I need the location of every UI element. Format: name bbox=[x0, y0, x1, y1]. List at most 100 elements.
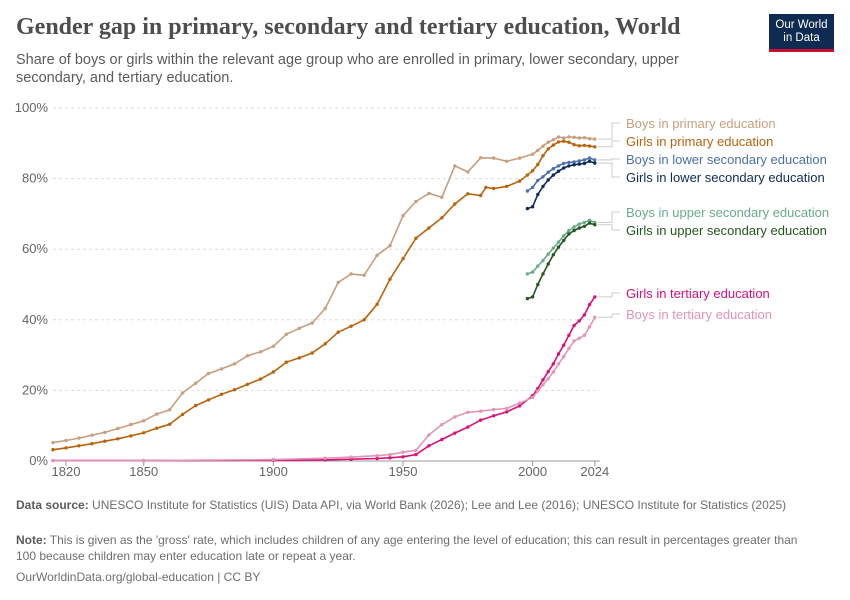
data-point bbox=[541, 175, 545, 179]
legend-connector bbox=[597, 122, 620, 140]
data-point bbox=[362, 318, 366, 322]
data-point bbox=[349, 272, 353, 276]
legend-label[interactable]: Boys in lower secondary education bbox=[626, 152, 827, 167]
data-point bbox=[232, 362, 237, 366]
series-line[interactable] bbox=[52, 140, 595, 451]
data-point bbox=[466, 170, 470, 174]
data-point bbox=[567, 164, 571, 168]
data-point bbox=[180, 412, 185, 417]
data-point bbox=[546, 252, 550, 256]
legend-label[interactable]: Girls in primary education bbox=[626, 134, 773, 149]
data-point bbox=[536, 162, 540, 167]
data-point bbox=[572, 135, 576, 139]
data-point bbox=[271, 457, 276, 462]
data-point bbox=[219, 367, 224, 371]
note-label: Note: bbox=[16, 533, 47, 547]
data-point bbox=[388, 456, 392, 460]
source-url-link[interactable]: OurWorldinData.org/global-education | CC… bbox=[16, 570, 261, 584]
data-point bbox=[453, 164, 457, 168]
axes: 0% 20% 40% 60% 80% 100% 1820 1850 1900 1950 2000 20… bbox=[15, 100, 610, 479]
data-point bbox=[525, 272, 530, 276]
data-point bbox=[323, 306, 327, 311]
data-point bbox=[551, 253, 555, 257]
data-point bbox=[180, 391, 185, 395]
data-point bbox=[577, 336, 581, 340]
data-point bbox=[567, 333, 571, 337]
data-point bbox=[572, 225, 576, 229]
data-point bbox=[492, 414, 496, 418]
data-point bbox=[525, 296, 530, 301]
data-point bbox=[577, 144, 581, 148]
data-point bbox=[572, 143, 576, 147]
data-point bbox=[567, 228, 571, 233]
data-point bbox=[323, 456, 327, 460]
data-point bbox=[440, 437, 444, 442]
data-point bbox=[155, 426, 159, 430]
data-point bbox=[572, 339, 576, 343]
data-point bbox=[546, 377, 550, 381]
data-point bbox=[556, 352, 561, 356]
data-point bbox=[530, 185, 535, 190]
data-point bbox=[562, 343, 566, 347]
data-point bbox=[582, 158, 587, 162]
data-point bbox=[517, 179, 522, 183]
legend-label[interactable]: Boys in primary education bbox=[626, 116, 776, 131]
data-point bbox=[562, 238, 566, 243]
data-point bbox=[362, 273, 366, 277]
data-point bbox=[587, 137, 592, 141]
data-point bbox=[556, 240, 561, 244]
data-point bbox=[466, 192, 470, 196]
data-point bbox=[551, 138, 555, 142]
data-point bbox=[536, 178, 540, 183]
data-point bbox=[562, 136, 566, 140]
series-line[interactable] bbox=[53, 296, 596, 462]
data-point bbox=[168, 408, 172, 412]
data-point bbox=[155, 412, 159, 416]
data-point bbox=[284, 332, 288, 336]
data-point bbox=[556, 245, 561, 249]
data-point bbox=[593, 137, 597, 141]
data-point bbox=[375, 454, 379, 458]
data-point bbox=[505, 410, 509, 414]
data-point bbox=[567, 135, 571, 139]
data-point bbox=[546, 140, 550, 144]
data-point bbox=[284, 360, 288, 364]
data-point bbox=[587, 221, 592, 225]
data-point bbox=[517, 401, 522, 405]
series-line[interactable] bbox=[53, 316, 596, 462]
legend-connector bbox=[597, 211, 620, 223]
legend-label[interactable]: Boys in upper secondary education bbox=[626, 205, 829, 220]
data-point bbox=[219, 392, 224, 396]
data-point bbox=[193, 381, 198, 385]
data-point bbox=[587, 156, 592, 160]
series-line[interactable] bbox=[527, 160, 596, 210]
data-point bbox=[414, 236, 418, 240]
data-point bbox=[541, 258, 545, 263]
legend-label[interactable]: Girls in upper secondary education bbox=[626, 223, 827, 238]
y-tick-label: 80% bbox=[22, 171, 48, 186]
data-point bbox=[587, 218, 592, 222]
legend-label[interactable]: Boys in tertiary education bbox=[626, 307, 772, 322]
data-point bbox=[530, 205, 535, 209]
data-point bbox=[505, 406, 509, 411]
data-point bbox=[577, 222, 581, 226]
legend-connector bbox=[597, 158, 620, 161]
data-point bbox=[401, 257, 405, 261]
legend-label[interactable]: Girls in lower secondary education bbox=[626, 170, 825, 185]
data-point bbox=[388, 277, 392, 281]
legend-label[interactable]: Girls in tertiary education bbox=[626, 286, 770, 301]
data-point bbox=[556, 135, 561, 139]
data-point bbox=[593, 220, 597, 225]
data-point bbox=[536, 282, 540, 287]
data-point bbox=[593, 223, 597, 227]
data-point bbox=[546, 370, 550, 374]
data-point bbox=[556, 164, 561, 168]
data-point bbox=[297, 356, 301, 360]
owid-logo[interactable]: Our World in Data bbox=[769, 14, 834, 52]
data-point bbox=[453, 202, 457, 206]
data-point bbox=[582, 161, 587, 166]
series-line[interactable] bbox=[527, 222, 596, 300]
data-point bbox=[427, 226, 431, 230]
x-tick-label: 1850 bbox=[129, 464, 158, 479]
data-point bbox=[551, 143, 555, 147]
